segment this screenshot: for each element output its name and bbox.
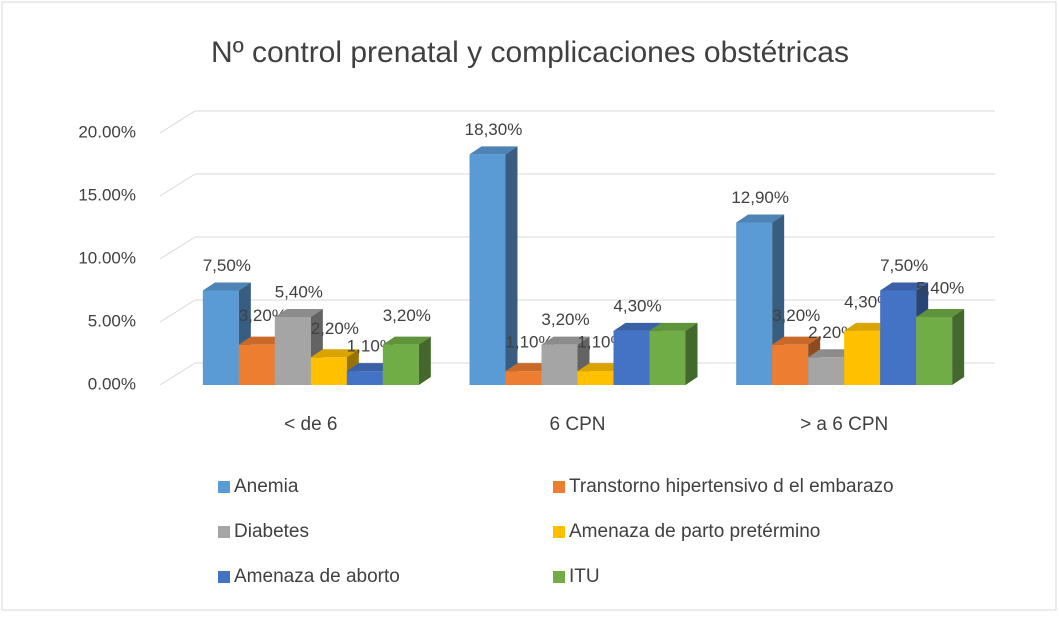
grid-line (159, 173, 196, 197)
y-tick-label: 10.00% (78, 248, 136, 267)
data-label: 3,20% (383, 306, 431, 325)
bar-top (274, 308, 323, 317)
bar (577, 371, 614, 385)
bar-top (202, 282, 251, 291)
data-label: 2,20% (311, 319, 359, 338)
bar-top (469, 146, 518, 155)
bar (382, 344, 419, 385)
bar-top (382, 336, 431, 345)
x-tick-label: < de 6 (284, 414, 337, 435)
y-tick-label: 5.00% (88, 311, 136, 330)
bar (310, 357, 347, 385)
legend-swatch (553, 526, 565, 538)
data-label: 18,30% (465, 120, 523, 139)
legend-label: Amenaza de parto pretérmino (569, 521, 820, 542)
bar (541, 344, 578, 385)
bar (916, 316, 953, 385)
data-label: 4,30% (613, 296, 661, 315)
bar-side (685, 322, 698, 385)
y-tick-label: 20.00% (78, 122, 136, 141)
y-tick-label: 15.00% (78, 185, 136, 204)
bar-top (310, 349, 359, 358)
bar-top (736, 214, 785, 223)
bar-side (505, 146, 518, 385)
legend-swatch (218, 481, 230, 493)
legend-label: ITU (569, 566, 600, 587)
bar (202, 290, 239, 385)
bar (346, 371, 383, 385)
x-tick-label: 6 CPN (550, 414, 606, 435)
bar-top (541, 336, 590, 345)
y-tick-label: 0.00% (88, 374, 136, 393)
x-tick-label: > a 6 CPN (800, 414, 888, 435)
bar (808, 357, 845, 385)
legend-label: Transtorno hipertensivo d el embarazo (569, 476, 894, 497)
legend-swatch (553, 571, 565, 583)
data-label: 7,50% (203, 256, 251, 275)
data-label: 5,40% (275, 282, 323, 301)
legend-swatch (553, 481, 565, 493)
legend-label: Diabetes (234, 521, 309, 542)
bar-side (418, 336, 431, 385)
data-label: 3,20% (541, 310, 589, 329)
data-label: 7,50% (880, 256, 928, 275)
bar (772, 344, 809, 385)
bar (649, 330, 686, 385)
bar-side (952, 308, 965, 385)
bar-top (613, 322, 662, 331)
bar-top (916, 308, 965, 317)
legend-label: Anemia (234, 476, 299, 497)
legend-label: Amenaza de aborto (234, 566, 400, 587)
bar (505, 371, 542, 385)
bar (736, 222, 773, 385)
bar (880, 290, 917, 385)
data-label: 12,90% (731, 188, 789, 207)
bar (469, 154, 506, 385)
bar (238, 344, 275, 385)
bar-top (772, 336, 821, 345)
bar (613, 330, 650, 385)
grid-line (159, 236, 196, 260)
data-label: 3,20% (772, 306, 820, 325)
legend-swatch (218, 526, 230, 538)
legend-swatch (218, 571, 230, 583)
data-label: 5,40% (916, 278, 964, 297)
bar (844, 330, 881, 385)
grid-line (159, 299, 196, 323)
bar-top (649, 322, 698, 331)
bar (274, 316, 311, 385)
grid-line (159, 362, 196, 386)
bar-top (880, 282, 929, 291)
chart-title: Nº control prenatal y complicaciones obs… (211, 36, 849, 69)
grid-line (159, 110, 196, 134)
